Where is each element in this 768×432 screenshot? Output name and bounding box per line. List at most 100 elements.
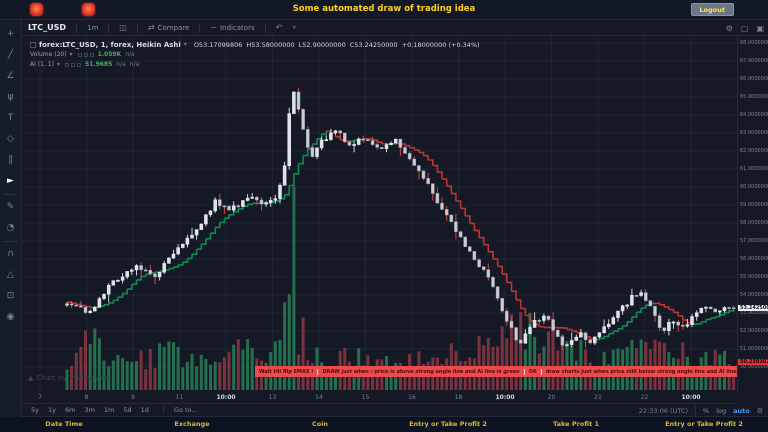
range-button-1m[interactable]: 1m <box>103 406 115 414</box>
drawing-toolbar: + ╱ ∠ ψ T ◇ ∥ ► ✎ ◔ ∩ △ ⊡ ◉ <box>0 20 22 417</box>
app-icon[interactable] <box>30 3 43 16</box>
tradingview-logo-icon: ▲ <box>28 374 34 382</box>
hide-drawings-tool[interactable]: ◉ <box>6 312 15 322</box>
toolbar-divider <box>3 241 18 242</box>
alert-banner-segment: DRAW just when : price is above strong a… <box>317 368 520 375</box>
app-header: Some automated draw of trading idea Logo… <box>0 0 768 20</box>
fib-retracement-tool[interactable]: ∠ <box>6 71 15 81</box>
alert-banner-segment: draw shorts just when price still below … <box>540 368 737 375</box>
price-axis-label: 68.00000000 <box>740 40 768 46</box>
footer-column-label: Coin <box>311 420 329 428</box>
compare-icon[interactable]: ⇄ <box>147 23 155 32</box>
study-style-box[interactable] <box>64 62 69 67</box>
tradingview-watermark: ▲ Chart by TradingView <box>28 374 111 382</box>
chart-container[interactable]: forex:LTC_USD, 1, forex, Heikin Ashi ▾ O… <box>22 36 737 392</box>
range-button-3m[interactable]: 3m <box>84 406 95 414</box>
cursor-tool[interactable]: ► <box>7 176 14 186</box>
undo-icon[interactable]: ↶ <box>275 23 283 32</box>
range-button-1d[interactable]: 1d <box>140 406 149 414</box>
pitchfork-tool[interactable]: ψ <box>7 92 14 102</box>
price-axis-label: 63.00000000 <box>740 130 768 136</box>
page-title: Some automated draw of trading idea <box>292 4 476 14</box>
range-button-6m[interactable]: 6m <box>64 406 76 414</box>
chevron-down-icon[interactable]: ▾ <box>69 51 73 58</box>
study-style-box[interactable] <box>89 52 94 57</box>
study-style-box[interactable] <box>76 62 81 67</box>
symbol-description[interactable]: forex:LTC_USD, 1, forex, Heikin Ashi <box>39 40 181 49</box>
axis-settings-icon[interactable]: ⚙ <box>756 406 763 415</box>
time-axis-label: 7 <box>38 394 42 401</box>
settings-icon[interactable]: ⚙ <box>725 23 733 33</box>
text-tool[interactable]: T <box>7 113 14 123</box>
percent-scale-button[interactable]: % <box>703 406 710 415</box>
study-style-box[interactable] <box>83 52 88 57</box>
brush-tool[interactable]: ✎ <box>6 202 15 212</box>
price-axis-label: 52.00000000 <box>740 328 768 334</box>
chevron-down-icon[interactable]: ▾ <box>183 41 187 48</box>
ohlc-change: +0.18000000 (+0.34%) <box>401 40 480 49</box>
alert-banner-segment: Wait till flip EMAS ! <box>259 368 314 375</box>
symbol-visibility-icon[interactable] <box>30 41 36 48</box>
price-axis-label: 66.00000000 <box>740 76 768 82</box>
volume-na: n/a <box>125 51 135 58</box>
study-style-box[interactable] <box>70 62 75 67</box>
drawing-tool[interactable]: △ <box>7 270 14 280</box>
price-axis-label: 61.00000000 <box>740 166 768 172</box>
study-style-box[interactable] <box>77 52 82 57</box>
chart-type-icon[interactable]: ◫ <box>119 23 127 32</box>
time-axis-label: 10:00 <box>681 394 701 401</box>
chevron-down-icon[interactable]: ▾ <box>56 61 60 68</box>
ai-study-label[interactable]: AI (1, 1) <box>30 61 54 68</box>
xabcd-pattern-tool[interactable]: ◇ <box>7 134 14 144</box>
time-axis-label: 16 <box>408 394 416 401</box>
clock-label[interactable]: 22:33:06 (UTC) <box>638 406 689 415</box>
time-axis-label: 9 <box>131 394 135 401</box>
time-axis-label: 21 <box>594 394 602 401</box>
price-axis-label: 65.00000000 <box>740 94 768 100</box>
price-axis-label: 51.00000000 <box>740 346 768 352</box>
ai-na: n/a <box>116 61 126 68</box>
indicators-button[interactable]: Indicators <box>220 23 255 32</box>
ai-na: n/a <box>129 61 140 68</box>
footer-column-label: Entry or Take Profit 2 <box>665 420 743 428</box>
range-button-1y[interactable]: 1y <box>47 406 56 414</box>
crosshair-tool[interactable]: + <box>6 29 15 39</box>
app-icon[interactable] <box>82 3 95 16</box>
fullscreen-icon[interactable]: ▢ <box>740 23 749 33</box>
range-button-5y[interactable]: 5y <box>31 406 39 414</box>
footer-column-label: Entry or Take Profit 2 <box>409 420 487 428</box>
legend: forex:LTC_USD, 1, forex, Heikin Ashi ▾ O… <box>30 40 480 70</box>
forecast-tool[interactable]: ∥ <box>8 155 13 165</box>
price-axis-label: 54.00000000 <box>740 292 768 298</box>
time-axis-label: 22 <box>640 394 649 401</box>
lock-tool[interactable]: ⊡ <box>6 291 15 301</box>
candles-chart[interactable] <box>22 36 737 392</box>
goto-button[interactable]: Go to... <box>162 406 198 414</box>
chevron-down-icon[interactable]: ▾ <box>292 23 297 32</box>
compare-button[interactable]: Compare <box>157 23 190 32</box>
range-button-5d[interactable]: 5d <box>123 406 132 414</box>
time-axis-label: 20 <box>547 394 556 401</box>
trendline-tool[interactable]: ╱ <box>7 50 14 60</box>
measure-tool[interactable]: ◔ <box>6 223 15 233</box>
logout-button[interactable]: Logout <box>690 3 734 16</box>
ai-value: 51.9685 <box>84 61 113 68</box>
time-axis-label: 15 <box>361 394 370 401</box>
alert-banner-segment: OK <box>523 368 537 375</box>
current-price-label: 53.24250000 <box>738 304 768 311</box>
volume-value: 1.059K <box>97 51 122 58</box>
footer-column-label: Take Profit 1 <box>553 420 599 428</box>
log-scale-button[interactable]: log <box>716 406 727 415</box>
auto-scale-button[interactable]: auto <box>733 406 750 415</box>
volume-study-label[interactable]: Volume (20) <box>30 51 67 58</box>
interval-button[interactable]: 1m <box>87 23 99 32</box>
time-axis-label: 8 <box>84 394 89 401</box>
time-axis[interactable]: 7 8 9 11 10:00 13 14 15 16 18 10:00 20 21 22 10:00 <box>22 392 737 404</box>
symbol-button[interactable]: LTC_USD <box>28 23 66 32</box>
time-axis-label: 18 <box>454 394 463 401</box>
camera-icon[interactable]: ▣ <box>756 23 764 33</box>
magnet-tool[interactable]: ∩ <box>7 249 14 259</box>
price-axis[interactable]: 68.00000000 67.00000000 66.00000000 65.0000… <box>737 36 768 392</box>
indicators-icon[interactable]: ~ <box>210 23 218 32</box>
